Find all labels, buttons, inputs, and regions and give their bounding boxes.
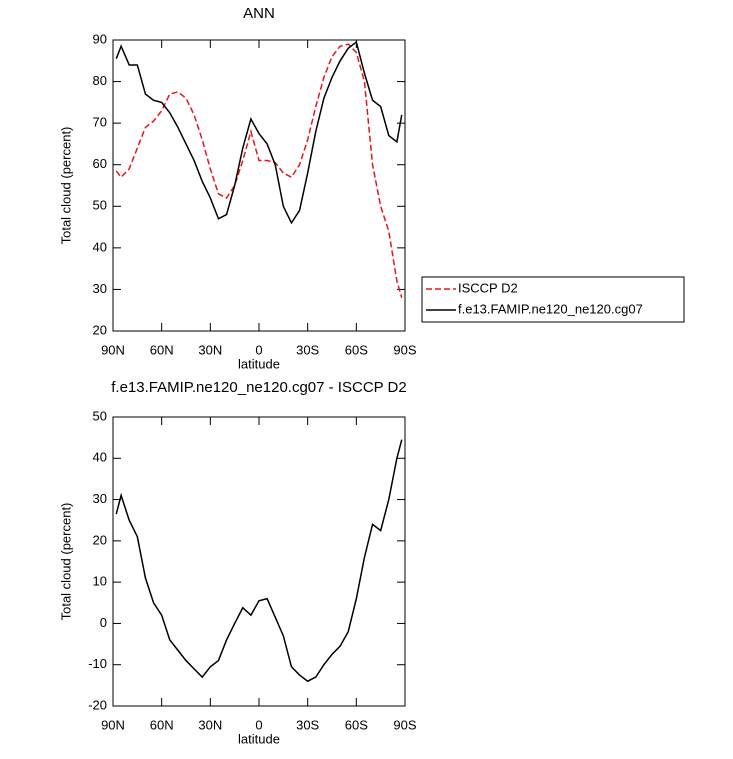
y-tick-label: 40 [93,239,107,254]
y-tick-label: 90 [93,31,107,46]
plot-frame [112,416,406,707]
x-tick-label: 0 [255,342,262,357]
x-tick-label: 60S [345,342,368,357]
chart-title: ANN [243,5,275,22]
y-tick-label: 40 [93,450,107,465]
x-tick-label: 30N [198,342,222,357]
y-tick-label: 50 [93,408,107,423]
series-line [115,43,403,298]
x-tick-label: 60N [150,717,174,732]
series-line [115,40,403,225]
y-tick-label: 60 [93,156,107,171]
x-tick-label: 30N [198,717,222,732]
chart-title: f.e13.FAMIP.ne120_ne120.cg07 - ISCCP D2 [111,379,406,396]
x-axis-label: latitude [238,731,280,746]
plot-frame [112,39,406,332]
y-tick-label: 80 [93,73,107,88]
x-tick-label: 60N [150,342,174,357]
legend-box [421,276,685,323]
x-tick-label: 90S [393,342,416,357]
y-tick-label: -10 [88,656,107,671]
x-tick-label: 30S [296,717,319,732]
x-tick-label: 60S [345,717,368,732]
y-tick-label: 20 [93,322,107,337]
series-line [115,439,403,683]
legend-label: ISCCP D2 [458,280,518,295]
y-tick-label: 30 [93,281,107,296]
y-tick-label: 10 [93,574,107,589]
y-tick-label: 50 [93,198,107,213]
x-tick-label: 0 [255,717,262,732]
y-tick-label: -20 [88,697,107,712]
y-tick-label: 20 [93,532,107,547]
y-tick-label: 70 [93,115,107,130]
x-tick-label: 30S [296,342,319,357]
x-axis-label: latitude [238,356,280,371]
y-axis-label: Total cloud (percent) [58,503,73,621]
y-tick-label: 30 [93,491,107,506]
x-tick-label: 90S [393,717,416,732]
y-tick-label: 0 [100,615,107,630]
x-tick-label: 90N [101,342,125,357]
x-tick-label: 90N [101,717,125,732]
y-axis-label: Total cloud (percent) [58,127,73,245]
legend-label: f.e13.FAMIP.ne120_ne120.cg07 [458,301,643,316]
